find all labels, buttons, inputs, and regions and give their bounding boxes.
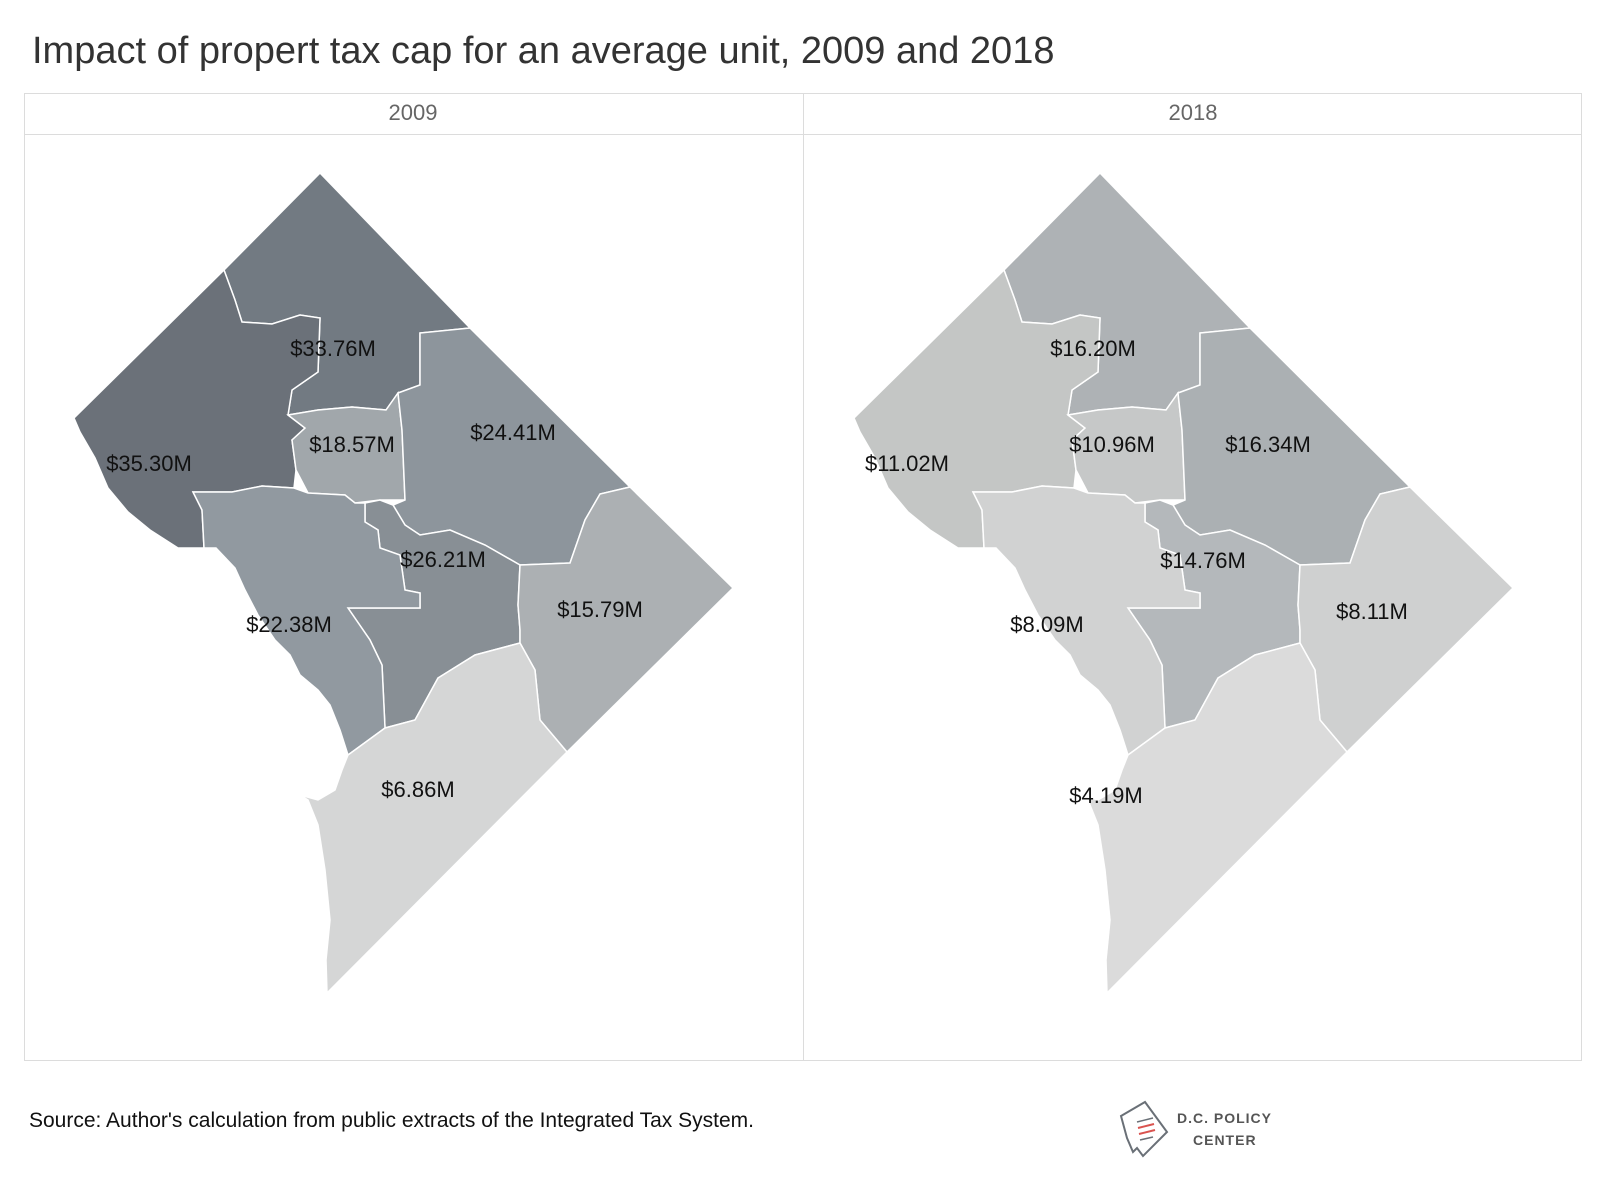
- map-panel-2009: $33.76M $35.30M $18.57M $24.41M $26.21M $22.3…: [73, 171, 735, 995]
- value-label-far-west-2009: $35.30M: [106, 451, 192, 476]
- region-sw-central-2009[interactable]: [191, 485, 421, 757]
- value-label-southeast-2018: $4.19M: [1069, 783, 1142, 808]
- dc-policy-center-logo: D.C. POLICY CENTER: [1115, 1098, 1295, 1168]
- value-label-sw-central-2018: $8.09M: [1010, 612, 1083, 637]
- value-label-upper-nw-2009: $33.76M: [290, 336, 376, 361]
- value-label-east-2009: $15.79M: [557, 597, 643, 622]
- facet-label-2018: 2018: [1168, 100, 1218, 125]
- value-label-center-2018: $14.76M: [1160, 548, 1246, 573]
- logo-line-1: D.C. POLICY: [1177, 1110, 1273, 1126]
- value-label-upper-nw-2018: $16.20M: [1050, 336, 1136, 361]
- region-southeast-2018[interactable]: [1079, 642, 1349, 995]
- value-label-ne-upper-2009: $24.41M: [470, 420, 556, 445]
- region-southeast-2009[interactable]: [299, 642, 569, 995]
- facet-divider: [803, 93, 804, 1061]
- source-note: Source: Author's calculation from public…: [29, 1109, 754, 1132]
- logo-line-2: CENTER: [1193, 1132, 1257, 1148]
- facet-header-rule: [24, 134, 1582, 135]
- value-label-center-2009: $26.21M: [400, 547, 486, 572]
- region-sw-central-2018[interactable]: [971, 485, 1201, 757]
- value-label-southeast-2009: $6.86M: [381, 777, 454, 802]
- facet-label-2009: 2009: [388, 100, 438, 125]
- value-label-inner-nw-2018: $10.96M: [1069, 432, 1155, 457]
- map-panel-2018: $16.20M $11.02M $10.96M $16.34M $14.76M $8.09…: [853, 171, 1515, 995]
- value-label-far-west-2018: $11.02M: [865, 451, 949, 476]
- dc-map-document-icon: [1119, 1100, 1169, 1158]
- value-label-east-2018: $8.11M: [1336, 599, 1408, 624]
- chart-title: Impact of propert tax cap for an average…: [32, 30, 1055, 72]
- value-label-sw-central-2009: $22.38M: [246, 612, 332, 637]
- value-label-inner-nw-2009: $18.57M: [309, 432, 395, 457]
- value-label-ne-upper-2018: $16.34M: [1225, 432, 1311, 457]
